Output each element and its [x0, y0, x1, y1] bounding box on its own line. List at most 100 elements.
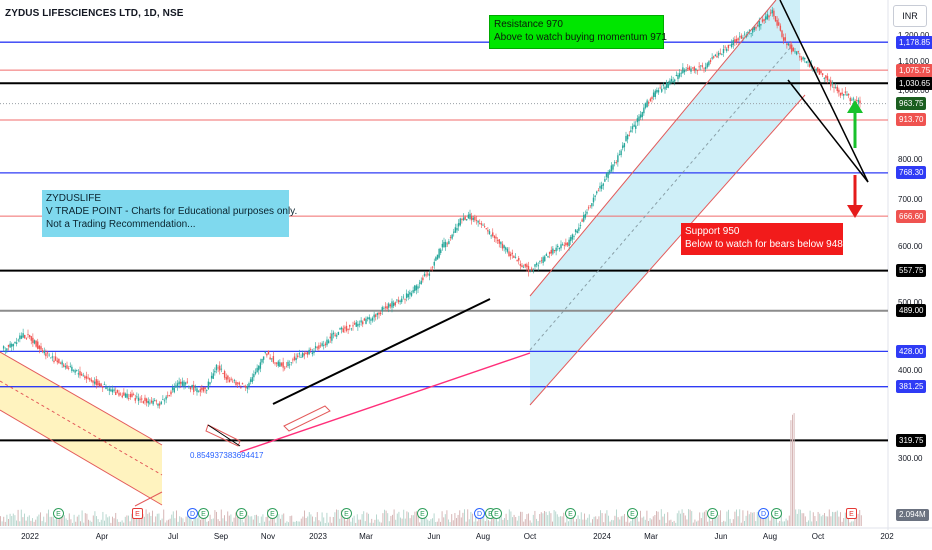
volume-bar	[406, 511, 408, 526]
volume-bar	[379, 521, 381, 526]
candle-body	[420, 280, 422, 285]
volume-bar	[225, 521, 227, 526]
candle-body	[804, 57, 806, 60]
earnings-event-icon[interactable]: E	[491, 508, 502, 519]
candle-body	[475, 220, 478, 221]
candle-body	[118, 392, 120, 396]
volume-bar	[107, 517, 109, 526]
volume-bar	[286, 521, 288, 526]
candle-body	[17, 339, 19, 341]
candle-body	[136, 396, 138, 398]
volume-bar	[656, 511, 657, 526]
candle-body	[394, 302, 396, 306]
candle-body	[662, 84, 665, 86]
volume-bar	[361, 514, 363, 526]
volume-bar	[643, 516, 645, 526]
candle-body	[150, 400, 153, 403]
volume-bar	[718, 514, 720, 526]
candle-body	[519, 264, 522, 266]
volume-bar	[65, 518, 67, 526]
volume-bar	[254, 515, 256, 526]
volume-bar	[736, 509, 737, 526]
candle-body	[373, 314, 375, 318]
candle-body	[258, 365, 260, 371]
candle-body	[4, 350, 6, 352]
volume-bar	[334, 512, 336, 526]
volume-bar	[523, 521, 525, 526]
earnings-event-icon[interactable]: E	[417, 508, 428, 519]
candle-body	[69, 366, 71, 367]
candle-body	[474, 217, 476, 221]
candle-body	[724, 46, 726, 48]
candle-body	[667, 82, 669, 88]
candle-body	[61, 361, 63, 365]
candle-body	[371, 317, 374, 321]
volume-bar	[505, 513, 507, 526]
volume-bar	[744, 520, 745, 526]
candle-body	[303, 353, 305, 356]
volume-bar	[825, 516, 827, 526]
wedge-lower-line	[787, 79, 869, 183]
candle-body	[594, 195, 596, 198]
earnings-event-icon[interactable]: E	[236, 508, 247, 519]
currency-button[interactable]: INR	[893, 5, 927, 27]
candle-body	[826, 76, 829, 81]
candle-body	[155, 400, 158, 402]
volume-bar	[281, 514, 283, 526]
candle-body	[747, 32, 749, 34]
earnings-event-icon[interactable]: E	[53, 508, 64, 519]
volume-bar	[646, 510, 648, 526]
candle-body	[272, 356, 275, 363]
earnings-event-icon[interactable]: E	[707, 508, 718, 519]
earnings-event-icon[interactable]: E	[565, 508, 576, 519]
candle-body	[791, 44, 793, 53]
y-tick-label: 1,000.00	[898, 86, 930, 96]
volume-bar	[73, 514, 75, 526]
earnings-event-icon[interactable]: E	[771, 508, 782, 519]
candle-body	[334, 334, 336, 336]
candle-body	[243, 385, 245, 387]
volume-bar	[228, 515, 230, 526]
volume-bar	[64, 515, 65, 526]
volume-bar	[251, 516, 253, 526]
candle-body	[368, 317, 370, 320]
candle-body	[498, 239, 500, 244]
candle-body	[682, 67, 684, 74]
earnings-event-icon[interactable]: E	[132, 508, 143, 519]
candle-body	[838, 89, 840, 93]
info-note-line-3: Not a Trading Recommendation...	[46, 219, 196, 230]
earnings-event-icon[interactable]: E	[627, 508, 638, 519]
volume-bar	[712, 515, 713, 526]
candle-body	[267, 350, 270, 355]
volume-bar	[592, 519, 593, 526]
earnings-event-icon[interactable]: E	[846, 508, 857, 519]
candle-body	[709, 60, 712, 63]
volume-bar	[235, 512, 237, 526]
candle-body	[124, 393, 127, 398]
volume-bar	[593, 516, 595, 526]
candle-body	[737, 38, 739, 41]
candle-body	[66, 365, 68, 369]
price-level-badge: 557.75	[896, 264, 927, 278]
candle-body	[249, 379, 252, 382]
dividend-event-icon[interactable]: D	[187, 508, 198, 519]
volume-bar	[488, 520, 489, 526]
candle-body	[846, 94, 848, 96]
candle-body	[488, 231, 491, 234]
dividend-event-icon[interactable]: D	[474, 508, 485, 519]
candle-body	[12, 344, 15, 347]
earnings-event-icon[interactable]: E	[198, 508, 209, 519]
volume-bar	[198, 512, 200, 526]
price-level-badge: 963.75	[896, 97, 927, 111]
candle-body	[628, 134, 630, 136]
earnings-event-icon[interactable]: E	[267, 508, 278, 519]
candle-body	[713, 56, 715, 58]
volume-bar	[659, 519, 661, 526]
volume-bar	[227, 511, 229, 526]
earnings-event-icon[interactable]: E	[341, 508, 352, 519]
volume-bar	[670, 519, 672, 526]
candle-body	[529, 270, 531, 272]
volume-bar	[761, 517, 763, 526]
volume-bar	[500, 514, 502, 526]
dividend-event-icon[interactable]: D	[758, 508, 769, 519]
